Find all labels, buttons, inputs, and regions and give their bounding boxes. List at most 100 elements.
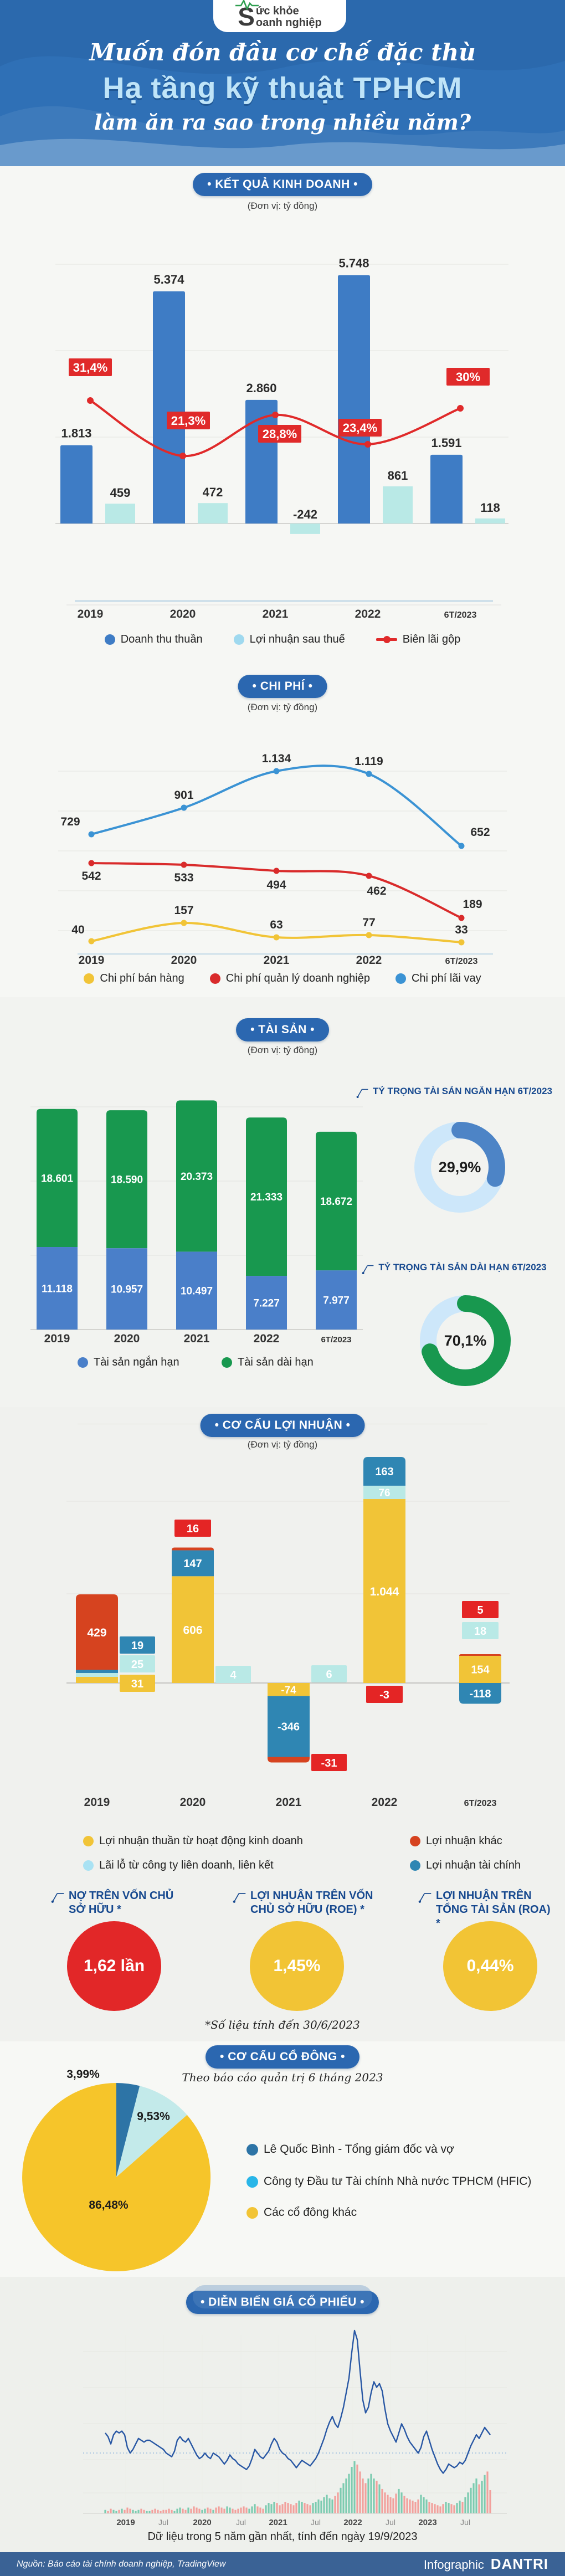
profit-bar-label: 459 xyxy=(110,486,131,500)
revenue-bar xyxy=(153,291,185,524)
cost-line-point xyxy=(181,920,187,926)
legend-item-lai-vay: Chi phí lãi vay xyxy=(395,972,481,985)
volume-bar xyxy=(270,2504,273,2513)
title-line-3: làm ăn ra sao trong nhiều năm? xyxy=(94,110,471,135)
profit-bar-label: 472 xyxy=(203,485,223,499)
volume-bar xyxy=(279,2505,281,2513)
x-axis-label: 2022 xyxy=(254,1332,280,1345)
x-axis-label: 2021 xyxy=(276,1796,302,1809)
volume-bar xyxy=(190,2508,192,2513)
x-axis-label: 6T/2023 xyxy=(445,957,478,966)
volume-bar xyxy=(198,2508,201,2513)
volume-bar xyxy=(154,2508,156,2513)
cost-line-point xyxy=(273,934,280,941)
profit-label: 31 xyxy=(131,1678,143,1690)
donut-title-text: TỶ TRỌNG TÀI SẢN NGẮN HẠN 6T/2023 xyxy=(373,1086,552,1096)
pie-label: 3,99% xyxy=(66,2069,100,2081)
volume-bar xyxy=(215,2507,217,2513)
margin-line-point xyxy=(87,397,94,404)
donut-arc xyxy=(414,1122,505,1213)
logo-word-top: ức khỏe xyxy=(255,5,299,17)
legend-dot-yellow xyxy=(83,1836,94,1846)
volume-bar xyxy=(126,2507,129,2513)
cost-value-label: 33 xyxy=(455,923,468,936)
volume-bar xyxy=(132,2510,134,2513)
x-axis-label: 2019 xyxy=(79,954,105,967)
pie-slice xyxy=(116,2086,187,2177)
volume-bar xyxy=(176,2508,178,2513)
path xyxy=(459,1683,501,1704)
volume-bar xyxy=(256,2506,259,2513)
volume-bar xyxy=(196,2507,198,2513)
volume-bar xyxy=(265,2505,267,2513)
legend-label: Doanh thu thuần xyxy=(120,633,203,645)
volume-bar xyxy=(162,2510,165,2513)
revenue-bar-label: 1.591 xyxy=(431,436,461,450)
legend-label: Tài sản ngắn hạn xyxy=(94,1356,179,1368)
pulse-icon xyxy=(235,0,259,10)
cost-line-point xyxy=(88,831,95,838)
legend-item-hfic: Công ty Đầu tư Tài chính Nhà nước TPHCM … xyxy=(246,2175,531,2188)
profit-label: 18 xyxy=(474,1625,486,1638)
profit-label: 6 xyxy=(326,1669,332,1681)
volume-bar xyxy=(356,2464,358,2513)
donut-dai-han: 70,1% xyxy=(420,1295,511,1386)
margin-label: 30% xyxy=(456,370,480,384)
pill-tai-san: • TÀI SẢN • xyxy=(236,1018,329,1041)
donut-percent-label: 29,9% xyxy=(439,1159,481,1176)
x-axis-label: 2022 xyxy=(343,2518,362,2527)
volume-bar xyxy=(417,2499,419,2513)
cost-value-label: 1.119 xyxy=(355,755,383,768)
long-term-label: 18.601 xyxy=(41,1173,74,1184)
legend-item-khac: Lợi nhuận khác xyxy=(410,1835,502,1848)
path xyxy=(363,1457,405,1486)
rect xyxy=(76,1670,118,1673)
legend-label: Các cổ đông khác xyxy=(264,2206,357,2219)
volume-bar xyxy=(309,2505,311,2513)
suckhoe-doanhnghiep-logo: S ức khỏe oanh nghiệp xyxy=(235,0,322,30)
volume-bar xyxy=(431,2503,433,2513)
volume-bar xyxy=(448,2503,450,2513)
profit-label: 5 xyxy=(477,1604,483,1617)
long-term-bar xyxy=(176,1100,217,1252)
rect xyxy=(172,1550,214,1577)
costs-chart: 40 157 63 77 33 542 533 494 462 189 729 901 1.134 1.1… xyxy=(58,752,507,967)
margin-label-box xyxy=(69,358,112,376)
legend-dot-red xyxy=(209,973,220,984)
profit-bar-label: 861 xyxy=(388,469,408,483)
x-axis-label: 2020 xyxy=(193,2518,211,2527)
legend-dot-brightblue xyxy=(246,2175,258,2188)
x-axis-label: Jul xyxy=(460,2518,470,2527)
cost-value-label: 652 xyxy=(470,826,490,839)
legend-item-loi-nhuan: Lợi nhuận sau thuế xyxy=(233,633,345,646)
cost-line xyxy=(91,764,463,847)
cost-line-point xyxy=(458,939,465,946)
footer: Nguồn: Báo cáo tài chính doanh nghiệp, T… xyxy=(0,2552,565,2576)
pill-co-cau-co-dong: • CƠ CẤU CỔ ĐÔNG • xyxy=(206,2045,359,2069)
volume-bar xyxy=(406,2498,408,2513)
profit-label-box xyxy=(120,1675,155,1692)
chart-value-label: 606 xyxy=(183,1624,202,1637)
profit-label-box xyxy=(120,1655,155,1672)
dantri-logo: DANTRI xyxy=(490,2556,548,2572)
legend-dot-darkblue xyxy=(246,2143,258,2156)
cost-value-label: 1.134 xyxy=(262,752,291,765)
chart-value-label: -118 xyxy=(470,1688,491,1700)
pie-slice xyxy=(22,2083,211,2271)
x-axis-label: 2020 xyxy=(114,1332,140,1345)
volume-bar xyxy=(160,2511,162,2513)
legend-label: Lợi nhuận sau thuế xyxy=(249,633,345,645)
legend-label: Biên lãi gộp xyxy=(402,633,461,645)
legend-item-hdkd: Lợi nhuận thuần từ hoạt động kinh doanh xyxy=(83,1835,303,1848)
x-axis-label: 6T/2023 xyxy=(464,1799,497,1808)
long-term-bar xyxy=(316,1131,357,1271)
source-text: Nguồn: Báo cáo tài chính doanh nghiệp, T… xyxy=(17,2559,226,2569)
legend-item-ngan-han: Tài sản ngắn hạn xyxy=(78,1356,179,1369)
volume-bar xyxy=(398,2488,400,2513)
volume-bar xyxy=(475,2478,477,2513)
volume-bar xyxy=(351,2467,353,2513)
kpi-footnote: *Số liệu tính đến 30/6/2023 xyxy=(205,2018,360,2031)
cost-line-point xyxy=(458,915,465,921)
volume-bar xyxy=(340,2487,342,2513)
volume-bar xyxy=(470,2487,472,2513)
